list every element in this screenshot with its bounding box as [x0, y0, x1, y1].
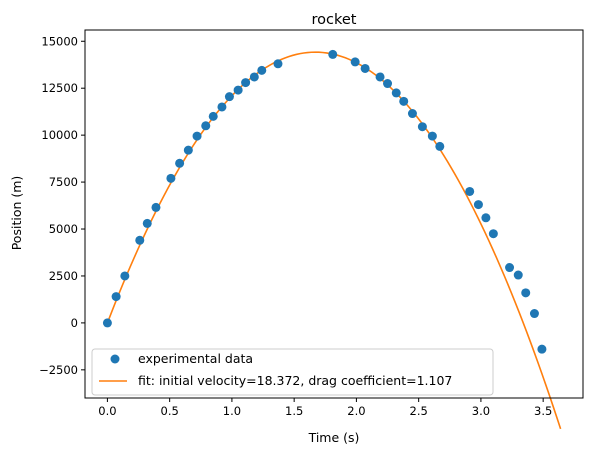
x-tick-label: 3.5 — [534, 404, 552, 418]
data-point — [407, 109, 417, 119]
y-tick-label: 12500 — [41, 81, 78, 95]
data-point — [183, 145, 193, 155]
x-tick-label: 3.0 — [472, 404, 490, 418]
x-tick-label: 1.0 — [223, 404, 241, 418]
data-point — [417, 122, 427, 132]
data-point — [273, 59, 283, 69]
data-point — [488, 229, 498, 239]
legend-box — [91, 348, 494, 396]
legend-marker-scatter — [110, 354, 120, 364]
y-tick-label: 2500 — [49, 269, 78, 283]
data-point — [208, 111, 218, 121]
y-tick-label: 7500 — [49, 175, 78, 189]
data-point — [473, 200, 483, 210]
y-tick-label: 10000 — [41, 128, 78, 142]
x-tick-label: 0.0 — [98, 404, 116, 418]
data-point — [513, 270, 523, 280]
y-tick-label: 5000 — [49, 222, 78, 236]
data-point — [175, 158, 185, 168]
legend-label-fit: fit: initial velocity=18.372, drag coeff… — [138, 373, 452, 388]
data-point — [529, 309, 539, 319]
data-point — [192, 131, 202, 141]
data-point — [427, 131, 437, 141]
data-point — [233, 85, 243, 95]
chart-title: rocket — [312, 12, 357, 28]
data-point — [391, 88, 401, 98]
data-point — [435, 141, 445, 151]
data-point — [399, 96, 409, 106]
data-point — [360, 63, 370, 73]
data-points-layer — [102, 49, 547, 354]
data-point — [135, 235, 145, 245]
data-point — [151, 202, 161, 212]
data-point — [102, 318, 112, 328]
data-point — [521, 288, 531, 298]
x-tick-label: 2.5 — [410, 404, 428, 418]
data-point — [120, 271, 130, 281]
data-point — [241, 78, 251, 88]
data-point — [350, 57, 360, 67]
data-point — [328, 49, 338, 59]
y-tick-label: −2500 — [39, 363, 78, 377]
axes-frame — [84, 29, 584, 399]
data-point — [465, 186, 475, 196]
data-point — [166, 173, 176, 183]
plot-area: 0.0 0.5 1.0 1.5 2.0 2.5 3.0 3.5 −2500 0 2500 5000 7… — [39, 29, 584, 430]
data-point — [383, 79, 393, 89]
y-axis-label: Position (m) — [9, 176, 24, 251]
data-point — [201, 121, 211, 131]
data-point — [111, 292, 121, 302]
data-point — [142, 218, 152, 228]
data-point — [249, 72, 259, 82]
data-point — [257, 65, 267, 75]
x-tick-label: 2.0 — [347, 404, 365, 418]
legend: experimental data fit: initial velocity=… — [91, 348, 494, 396]
data-point — [217, 102, 227, 112]
y-tick-label: 15000 — [41, 34, 78, 48]
x-tick-label: 0.5 — [161, 404, 179, 418]
data-point — [505, 263, 515, 273]
x-tick-label: 1.5 — [285, 404, 303, 418]
data-point — [224, 92, 234, 102]
data-point — [537, 344, 547, 354]
data-point — [375, 72, 385, 82]
legend-label-scatter: experimental data — [138, 351, 253, 366]
x-axis-label: Time (s) — [308, 430, 360, 445]
data-point — [481, 213, 491, 223]
y-axis-ticks: −2500 0 2500 5000 7500 10000 12500 15000 — [39, 34, 85, 377]
y-tick-label: 0 — [71, 316, 78, 330]
x-axis-ticks: 0.0 0.5 1.0 1.5 2.0 2.5 3.0 3.5 — [98, 398, 552, 418]
